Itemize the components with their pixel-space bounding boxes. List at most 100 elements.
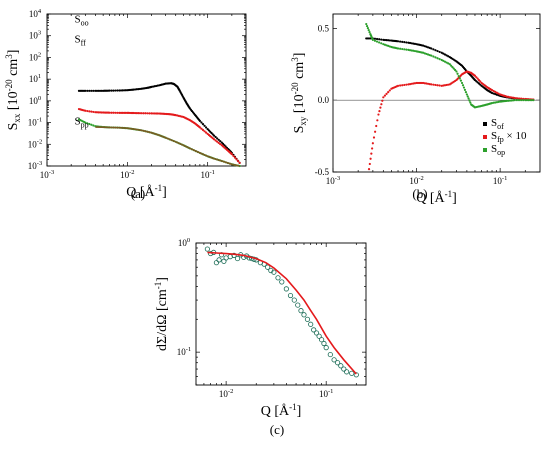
data-point [422, 81, 425, 85]
data-point [378, 109, 381, 113]
data-point [208, 250, 214, 257]
data-point [120, 111, 123, 114]
data-point [92, 110, 95, 114]
data-point [430, 47, 433, 50]
data-point [216, 137, 219, 140]
data-point [116, 89, 119, 92]
data-point [123, 89, 126, 92]
data-point [512, 99, 515, 102]
data-point [529, 99, 532, 102]
data-point [399, 84, 402, 87]
data-point [443, 60, 447, 63]
series-pp-fit [95, 126, 240, 167]
data-point [495, 91, 498, 94]
chart-a: 10-3 10-2 10-1 10-3 10-2 10-1 100 101 102 103 104 S… [4, 8, 247, 201]
data-point [283, 286, 289, 292]
data-point [403, 41, 406, 44]
data-point [408, 41, 412, 45]
data-point [84, 89, 87, 92]
data-point [140, 112, 143, 115]
data-point [137, 112, 140, 115]
data-point [527, 99, 530, 102]
data-point [108, 89, 111, 92]
x-tick-label: 10-3 [326, 175, 340, 186]
data-point [353, 372, 359, 378]
data-point [217, 141, 220, 144]
data-point [401, 47, 404, 51]
data-point [436, 57, 439, 60]
data-point [440, 51, 443, 54]
data-point [497, 100, 500, 104]
y-tick-label: 10-1 [28, 117, 42, 128]
data-point [375, 124, 378, 128]
y-tick-label: -0.5 [315, 167, 330, 177]
series-fit [207, 251, 357, 375]
y-tick-label: 100 [178, 237, 190, 248]
data-point [378, 41, 381, 44]
data-point [463, 88, 467, 91]
data-point [334, 360, 341, 366]
data-point [90, 123, 93, 126]
data-point [219, 140, 222, 143]
data-point [365, 22, 368, 26]
data-point [432, 48, 435, 51]
y-tick-label: 0.0 [318, 95, 330, 105]
y-tick-label: 10-1 [177, 346, 191, 357]
series-annotation: Spp [75, 116, 89, 130]
data-point [279, 279, 285, 285]
x-tick-label: 10-2 [219, 388, 233, 399]
data-point [379, 106, 382, 109]
data-point [432, 55, 435, 58]
data-point [200, 121, 203, 124]
data-point [510, 96, 513, 99]
data-point [114, 89, 117, 92]
data-point [452, 67, 455, 70]
data-point [532, 99, 535, 102]
data-point [236, 159, 240, 163]
data-point [525, 99, 529, 102]
series-annotation: Sff [75, 33, 87, 47]
data-point [204, 246, 211, 252]
data-point [94, 111, 97, 114]
data-point [407, 41, 410, 44]
data-point [524, 99, 527, 102]
data-point [466, 95, 469, 98]
plot-frame [195, 242, 367, 386]
data-point [203, 124, 206, 127]
data-point [405, 41, 408, 44]
data-point [338, 363, 344, 369]
data-point [517, 99, 521, 102]
data-point [408, 49, 412, 52]
data-point [371, 147, 374, 150]
data-point [479, 80, 482, 83]
data-point [275, 275, 281, 281]
panel-caption: (b) [412, 186, 427, 201]
data-point [513, 96, 516, 100]
data-point [84, 109, 87, 112]
data-point [448, 63, 451, 66]
data-point [368, 162, 371, 166]
data-point [291, 297, 297, 303]
data-point [476, 77, 479, 80]
data-point [381, 99, 384, 102]
data-point [387, 39, 390, 42]
data-point [201, 123, 205, 126]
data-point [151, 112, 155, 115]
data-point [383, 94, 387, 97]
data-point [98, 89, 102, 92]
data-point [95, 111, 99, 114]
data-point [412, 82, 415, 85]
data-point [459, 79, 463, 82]
data-point [86, 109, 89, 113]
data-point [477, 78, 481, 82]
data-point [213, 260, 220, 266]
data-point [116, 111, 119, 114]
data-point [508, 96, 512, 99]
data-point [138, 112, 142, 115]
data-point [413, 42, 417, 45]
data-point [370, 152, 373, 155]
data-point [265, 264, 271, 270]
data-point [490, 101, 494, 105]
data-point [203, 130, 206, 133]
